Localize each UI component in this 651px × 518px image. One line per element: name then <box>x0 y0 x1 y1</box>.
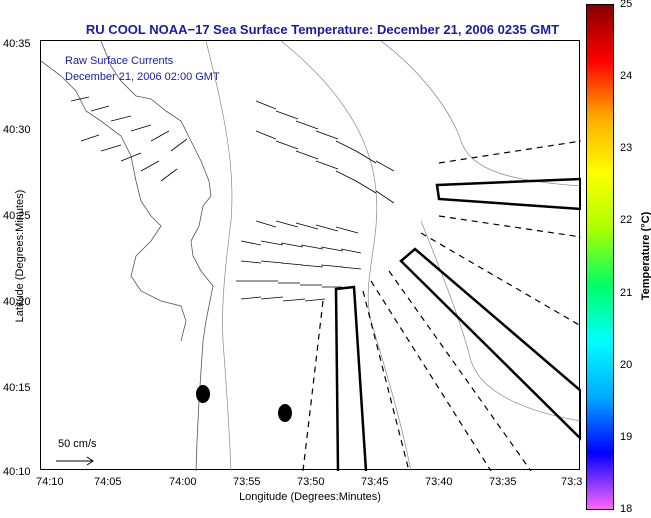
y-tick: 40:30 <box>3 124 31 136</box>
colorbar-tick: 18 <box>620 503 633 515</box>
radar-beams <box>302 140 583 472</box>
beam-dash-4 <box>388 270 532 472</box>
colorbar-tick: 19 <box>620 431 633 443</box>
beam-southeast <box>399 247 583 442</box>
x-tick: 73:55 <box>233 476 261 488</box>
x-tick: 73:45 <box>361 476 389 488</box>
colorbar-tick: 23 <box>620 142 633 154</box>
beam-dash-1 <box>438 140 582 164</box>
x-tick: 73:35 <box>489 476 517 488</box>
temperature-colorbar <box>586 4 614 510</box>
contour-1 <box>205 40 233 472</box>
coastline-inner <box>40 60 187 342</box>
contour-4 <box>420 220 582 422</box>
x-tick: 73:40 <box>425 476 453 488</box>
station-marker-1 <box>196 385 210 403</box>
x-tick: 73:3 <box>561 476 583 488</box>
colorbar-tick: 25 <box>620 0 633 10</box>
map-canvas <box>40 40 583 472</box>
map-plot[interactable]: Raw Surface Currents December 21, 2006 0… <box>40 40 583 472</box>
y-tick: 40:10 <box>3 466 31 478</box>
x-axis-label: Longitude (Degrees:Minutes) <box>239 491 381 503</box>
y-tick: 40:15 <box>3 382 31 394</box>
beam-dash-7 <box>362 290 410 472</box>
x-tick: 74:00 <box>169 476 197 488</box>
x-tick: 74:10 <box>36 476 64 488</box>
contour-3 <box>380 40 582 187</box>
map-title: RU COOL NOAA−17 Sea Surface Temperature:… <box>85 22 560 37</box>
y-tick: 40:35 <box>3 38 31 50</box>
beam-east <box>435 177 583 211</box>
y-tick: 40:25 <box>3 210 31 222</box>
colorbar-tick: 20 <box>620 359 633 371</box>
beam-dash-6 <box>302 300 324 472</box>
legend-currents-label: Raw Surface Currents <box>65 55 174 67</box>
colorbar-label: Temperature (°C) <box>640 211 651 301</box>
y-tick: 40:20 <box>3 296 31 308</box>
beam-south <box>334 285 368 472</box>
contour-2 <box>280 40 412 472</box>
scale-arrow <box>56 456 94 466</box>
x-tick: 74:05 <box>94 476 122 488</box>
colorbar-tick: 22 <box>620 214 633 226</box>
legend-currents-date: December 21, 2006 02:00 GMT <box>65 71 220 83</box>
scale-label: 50 cm/s <box>58 438 97 450</box>
coastline <box>100 40 214 472</box>
beam-dash-5 <box>370 280 492 472</box>
colorbar-tick: 24 <box>620 70 633 82</box>
colorbar-tick: 21 <box>620 287 633 299</box>
current-vectors <box>70 96 395 302</box>
beam-dash-2 <box>438 215 582 238</box>
beam-dash-3 <box>420 232 582 327</box>
x-tick: 73:50 <box>297 476 325 488</box>
y-axis-label: Latitude (Degrees:Minutes) <box>14 189 26 323</box>
station-marker-2 <box>278 404 292 422</box>
